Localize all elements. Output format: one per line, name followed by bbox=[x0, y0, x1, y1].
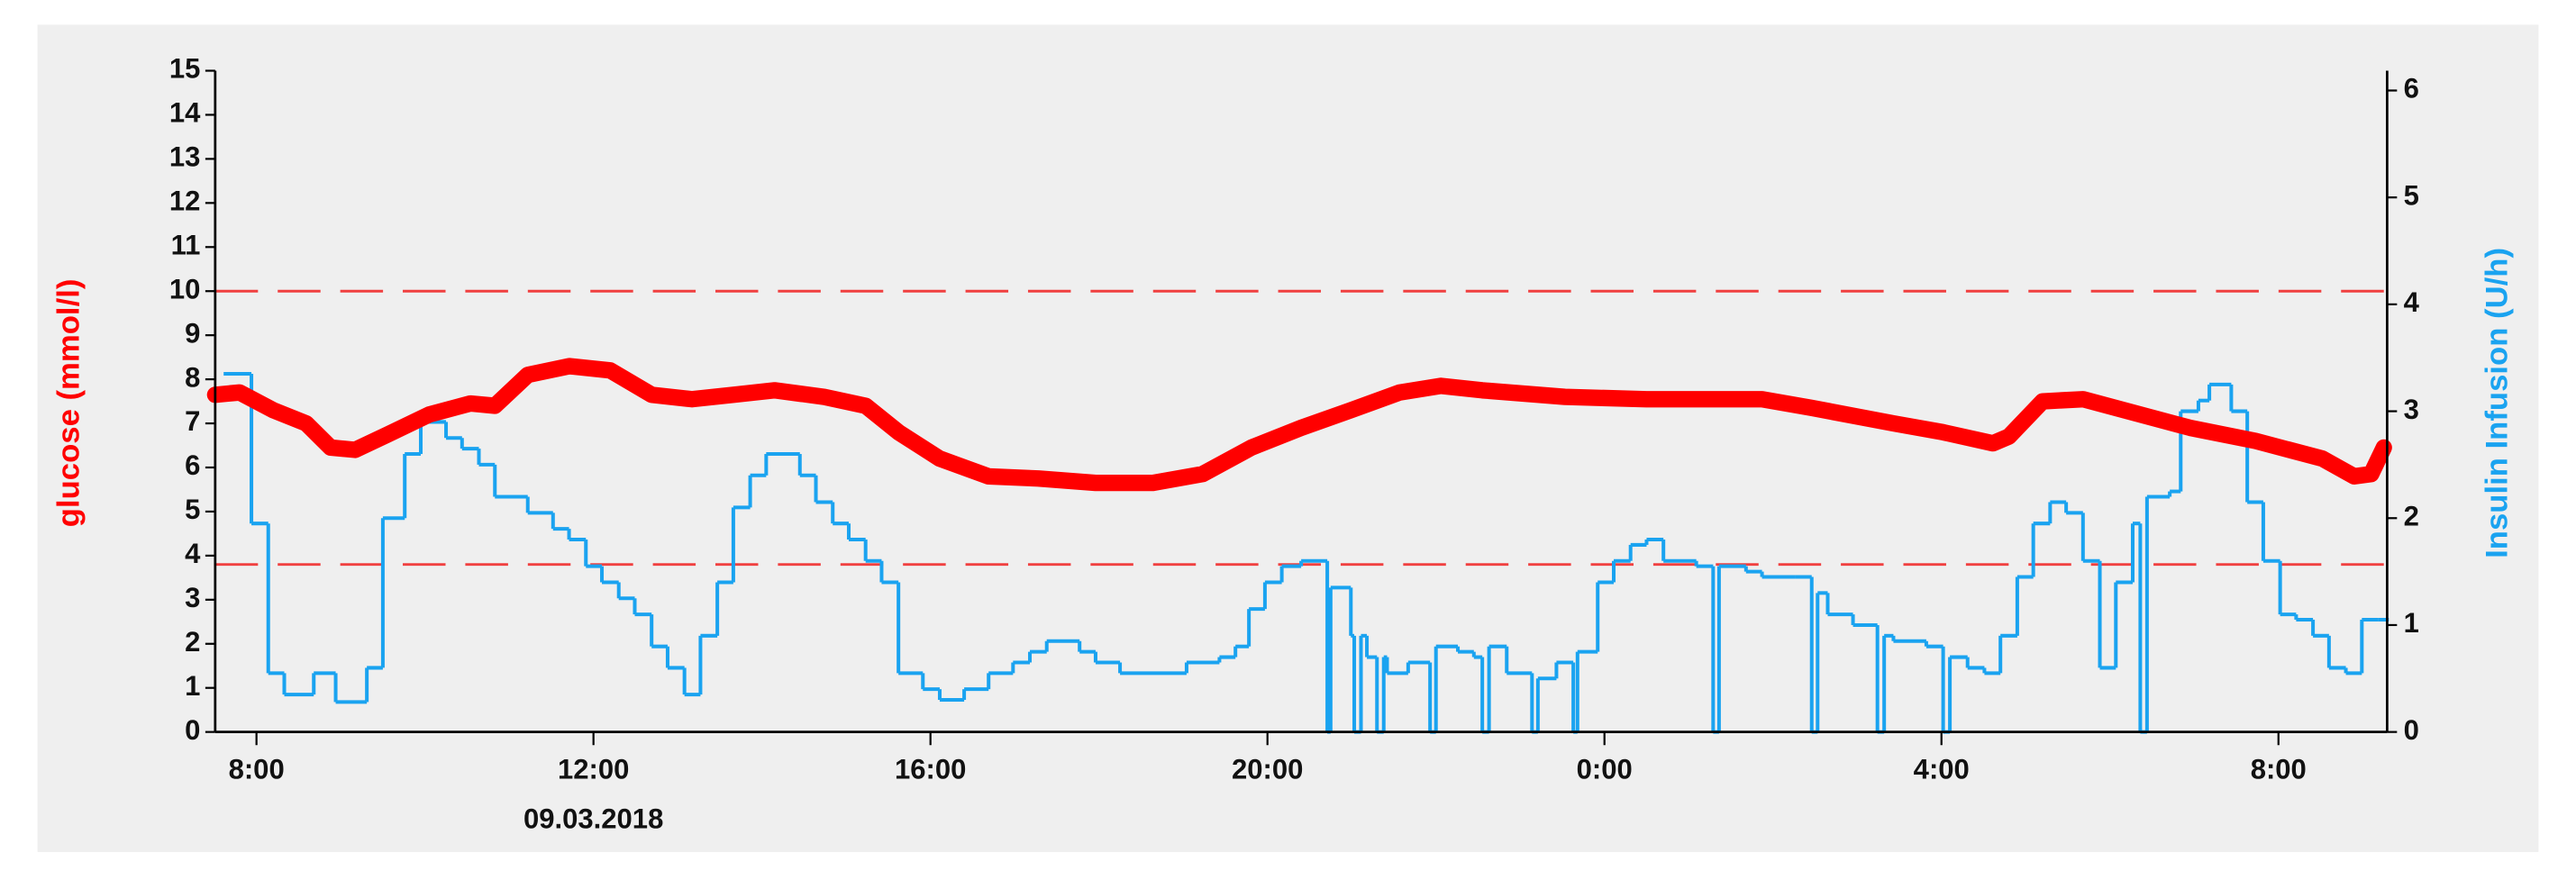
y-tick-label: 13 bbox=[169, 141, 201, 173]
y-tick-label: 15 bbox=[169, 53, 201, 85]
y2-tick-label: 1 bbox=[2404, 607, 2419, 639]
y2-tick-label: 3 bbox=[2404, 394, 2419, 425]
x-tick-label: 20:00 bbox=[1232, 754, 1303, 785]
y-tick-label: 14 bbox=[169, 97, 201, 129]
y-tick-label: 5 bbox=[185, 494, 200, 525]
y2-tick-label: 2 bbox=[2404, 500, 2419, 531]
y-tick-label: 0 bbox=[185, 714, 200, 746]
x-tick-label: 12:00 bbox=[558, 754, 629, 785]
x-tick-label: 16:00 bbox=[895, 754, 966, 785]
y-tick-label: 7 bbox=[185, 405, 200, 437]
y2-tick-label: 4 bbox=[2404, 286, 2420, 318]
y-tick-label: 3 bbox=[185, 582, 200, 613]
y-tick-label: 8 bbox=[185, 361, 200, 393]
x-tick-label: 8:00 bbox=[229, 754, 285, 785]
y2-axis-title: Insulin Infusion (U/h) bbox=[2480, 248, 2515, 558]
y-tick-label: 1 bbox=[185, 670, 200, 702]
x-tick-label: 8:00 bbox=[2251, 754, 2307, 785]
y2-tick-label: 5 bbox=[2404, 179, 2419, 211]
y-tick-label: 4 bbox=[185, 538, 201, 569]
y-tick-label: 6 bbox=[185, 449, 200, 481]
y2-tick-label: 0 bbox=[2404, 714, 2419, 746]
y-tick-label: 2 bbox=[185, 626, 200, 658]
y-axis-title: glucose (mmol/l) bbox=[51, 279, 86, 528]
y-tick-label: 12 bbox=[169, 186, 201, 217]
x-tick-label: 4:00 bbox=[1914, 754, 1970, 785]
date-label: 09.03.2018 bbox=[523, 803, 663, 834]
y2-tick-label: 6 bbox=[2404, 73, 2419, 104]
y-tick-label: 11 bbox=[171, 229, 201, 260]
y-tick-label: 10 bbox=[169, 273, 201, 304]
y-tick-label: 9 bbox=[185, 317, 200, 349]
glucose-line bbox=[206, 358, 2392, 492]
x-tick-label: 0:00 bbox=[1577, 754, 1633, 785]
